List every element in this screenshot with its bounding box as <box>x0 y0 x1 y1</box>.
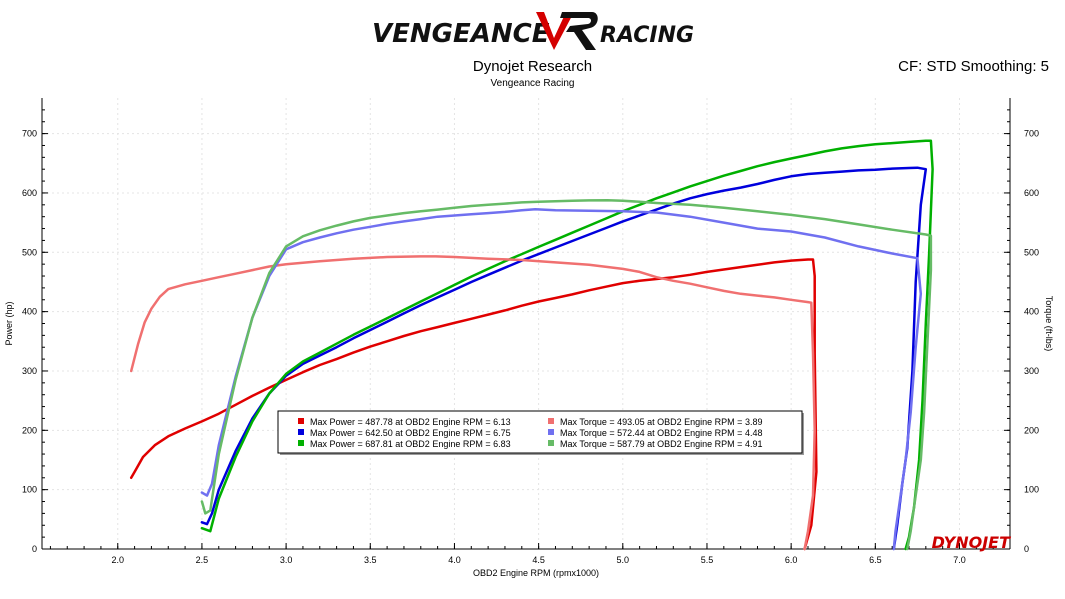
series-line-4 <box>129 255 816 551</box>
y-right-tick-label: 100 <box>1024 485 1039 495</box>
legend-entry: Max Torque = 493.05 at OBD2 Engine RPM =… <box>560 417 762 427</box>
x-tick-label: 4.5 <box>532 555 545 565</box>
legend-entry: Max Power = 487.78 at OBD2 Engine RPM = … <box>310 417 511 427</box>
legend-entry: Max Torque = 572.44 at OBD2 Engine RPM =… <box>560 428 762 438</box>
dynojet-watermark: DYNOJET <box>932 533 1012 552</box>
x-tick-label: 6.5 <box>869 555 882 565</box>
y-right-tick-label: 200 <box>1024 425 1039 435</box>
y-left-tick-label: 300 <box>22 366 37 376</box>
y-right-tick-label: 300 <box>1024 366 1039 376</box>
legend-swatch <box>298 418 304 424</box>
y-right-tick-label: 500 <box>1024 247 1039 257</box>
y-left-tick-label: 100 <box>22 485 37 495</box>
x-tick-label: 2.5 <box>196 555 209 565</box>
y-right-axis-label: Torque (ft-lbs) <box>1044 296 1054 352</box>
x-tick-label: 3.5 <box>364 555 377 565</box>
y-right-tick-label: 0 <box>1024 544 1029 554</box>
x-tick-label: 3.0 <box>280 555 293 565</box>
grid-lines <box>42 98 1010 550</box>
y-left-tick-label: 600 <box>22 188 37 198</box>
legend-box <box>277 410 803 454</box>
logo-text-left: VENGEANCE <box>372 19 550 49</box>
legend-swatch <box>548 440 554 446</box>
legend-swatch <box>548 418 554 424</box>
y-right-tick-label: 600 <box>1024 188 1039 198</box>
legend-entry: Max Power = 687.81 at OBD2 Engine RPM = … <box>310 439 511 449</box>
logo-v-emblem <box>536 12 598 50</box>
x-axis-label: OBD2 Engine RPM (rpmx1000) <box>473 568 599 578</box>
legend-entry: Max Power = 642.50 at OBD2 Engine RPM = … <box>310 428 511 438</box>
dynojet-watermark-text: DYNOJET <box>932 533 1012 552</box>
x-tick-label: 2.0 <box>111 555 124 565</box>
legend: Max Power = 487.78 at OBD2 Engine RPM = … <box>277 410 804 455</box>
chart-subtitle: Vengeance Racing <box>490 78 575 89</box>
series-line-5 <box>200 208 923 551</box>
y-left-tick-label: 700 <box>22 129 37 139</box>
legend-swatch <box>298 440 304 446</box>
y-left-tick-label: 400 <box>22 307 37 317</box>
legend-swatch <box>298 429 304 435</box>
x-tick-label: 4.0 <box>448 555 461 565</box>
x-tick-label: 5.0 <box>617 555 630 565</box>
legend-swatch <box>548 429 554 435</box>
logo-text-right: RACING <box>600 23 694 48</box>
y-left-tick-label: 500 <box>22 247 37 257</box>
series-line-6 <box>200 198 933 551</box>
axes: 2.0 2.5 3.0 3.5 4.0 4.5 5.0 5.5 6.0 6.5 7.0 0 0 100 10… <box>4 98 1054 578</box>
x-tick-label: 6.0 <box>785 555 798 565</box>
y-right-tick-label: 400 <box>1024 307 1039 317</box>
series-line-1 <box>129 258 818 551</box>
x-tick-label: 5.5 <box>701 555 714 565</box>
series-lines <box>129 139 934 551</box>
series-line-2 <box>200 166 928 551</box>
x-tick-label: 7.0 <box>953 555 966 565</box>
y-left-axis-label: Power (hp) <box>4 301 14 345</box>
vengeance-racing-logo: VENGEANCE RACING <box>372 12 694 50</box>
y-right-tick-label: 700 <box>1024 129 1039 139</box>
y-left-tick-label: 200 <box>22 425 37 435</box>
legend-entry: Max Torque = 587.79 at OBD2 Engine RPM =… <box>560 439 762 449</box>
y-left-tick-label: 0 <box>32 544 37 554</box>
cf-smoothing-label: CF: STD Smoothing: 5 <box>898 58 1049 75</box>
chart-title: Dynojet Research <box>472 58 593 75</box>
series-line-3 <box>200 139 934 551</box>
